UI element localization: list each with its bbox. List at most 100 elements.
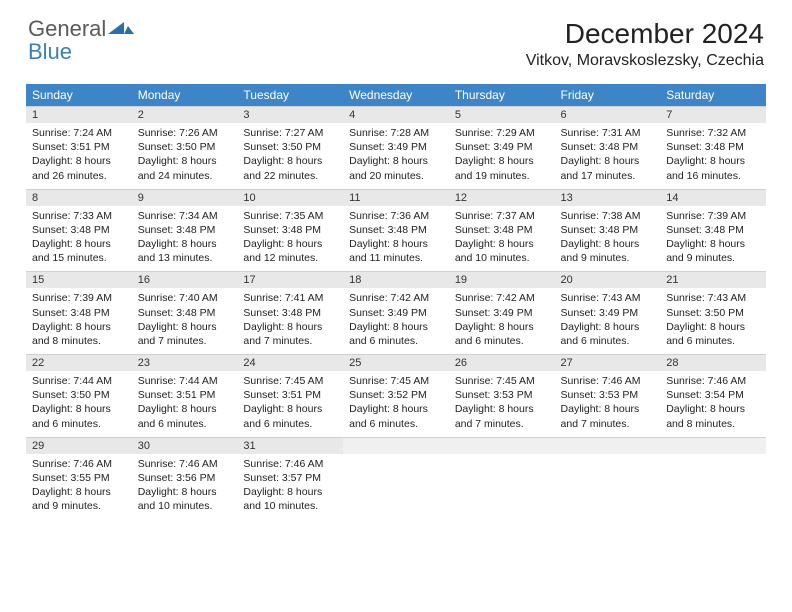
weekday-header: Wednesday xyxy=(343,84,449,107)
day-content-cell: Sunrise: 7:46 AMSunset: 3:53 PMDaylight:… xyxy=(555,371,661,437)
day-content-cell: Sunrise: 7:27 AMSunset: 3:50 PMDaylight:… xyxy=(237,123,343,189)
day-sunset: Sunset: 3:48 PM xyxy=(455,223,549,237)
day-daylight2: and 10 minutes. xyxy=(138,499,232,513)
day-content-row: Sunrise: 7:33 AMSunset: 3:48 PMDaylight:… xyxy=(26,206,766,272)
day-number-row: 15161718192021 xyxy=(26,272,766,289)
day-daylight2: and 10 minutes. xyxy=(455,251,549,265)
day-sunrise: Sunrise: 7:37 AM xyxy=(455,209,549,223)
day-daylight2: and 16 minutes. xyxy=(666,169,760,183)
day-number-cell: 23 xyxy=(132,355,238,372)
day-sunrise: Sunrise: 7:28 AM xyxy=(349,126,443,140)
day-content-cell: Sunrise: 7:26 AMSunset: 3:50 PMDaylight:… xyxy=(132,123,238,189)
day-number-cell: 17 xyxy=(237,272,343,289)
day-number-cell: 25 xyxy=(343,355,449,372)
day-content-row: Sunrise: 7:39 AMSunset: 3:48 PMDaylight:… xyxy=(26,288,766,354)
day-number-row: 1234567 xyxy=(26,107,766,124)
day-number-cell: 18 xyxy=(343,272,449,289)
day-sunrise: Sunrise: 7:45 AM xyxy=(455,374,549,388)
day-sunset: Sunset: 3:48 PM xyxy=(32,223,126,237)
day-content-cell: Sunrise: 7:29 AMSunset: 3:49 PMDaylight:… xyxy=(449,123,555,189)
day-sunset: Sunset: 3:48 PM xyxy=(243,223,337,237)
day-daylight2: and 15 minutes. xyxy=(32,251,126,265)
day-sunset: Sunset: 3:50 PM xyxy=(243,140,337,154)
day-daylight1: Daylight: 8 hours xyxy=(243,154,337,168)
day-number-cell: 10 xyxy=(237,189,343,206)
day-sunset: Sunset: 3:48 PM xyxy=(561,223,655,237)
day-content-cell: Sunrise: 7:45 AMSunset: 3:52 PMDaylight:… xyxy=(343,371,449,437)
day-number-cell: 22 xyxy=(26,355,132,372)
day-daylight1: Daylight: 8 hours xyxy=(243,237,337,251)
day-daylight1: Daylight: 8 hours xyxy=(561,402,655,416)
day-daylight1: Daylight: 8 hours xyxy=(138,402,232,416)
day-number-cell: 20 xyxy=(555,272,661,289)
day-number-row: 293031 xyxy=(26,437,766,454)
day-content-cell: Sunrise: 7:40 AMSunset: 3:48 PMDaylight:… xyxy=(132,288,238,354)
day-daylight1: Daylight: 8 hours xyxy=(561,237,655,251)
day-sunset: Sunset: 3:50 PM xyxy=(138,140,232,154)
day-daylight2: and 17 minutes. xyxy=(561,169,655,183)
day-daylight1: Daylight: 8 hours xyxy=(243,402,337,416)
day-daylight2: and 9 minutes. xyxy=(32,499,126,513)
day-content-cell: Sunrise: 7:32 AMSunset: 3:48 PMDaylight:… xyxy=(660,123,766,189)
day-daylight2: and 22 minutes. xyxy=(243,169,337,183)
day-daylight2: and 6 minutes. xyxy=(243,417,337,431)
day-sunset: Sunset: 3:51 PM xyxy=(243,388,337,402)
day-content-cell: Sunrise: 7:35 AMSunset: 3:48 PMDaylight:… xyxy=(237,206,343,272)
day-content-cell: Sunrise: 7:39 AMSunset: 3:48 PMDaylight:… xyxy=(26,288,132,354)
day-sunrise: Sunrise: 7:46 AM xyxy=(138,457,232,471)
day-sunset: Sunset: 3:49 PM xyxy=(455,306,549,320)
day-daylight1: Daylight: 8 hours xyxy=(455,237,549,251)
day-sunset: Sunset: 3:49 PM xyxy=(349,306,443,320)
day-content-cell: Sunrise: 7:37 AMSunset: 3:48 PMDaylight:… xyxy=(449,206,555,272)
day-number-cell xyxy=(343,437,449,454)
day-sunrise: Sunrise: 7:46 AM xyxy=(561,374,655,388)
day-daylight1: Daylight: 8 hours xyxy=(349,402,443,416)
day-sunset: Sunset: 3:55 PM xyxy=(32,471,126,485)
day-number-cell: 26 xyxy=(449,355,555,372)
day-sunset: Sunset: 3:51 PM xyxy=(138,388,232,402)
day-content-cell: Sunrise: 7:34 AMSunset: 3:48 PMDaylight:… xyxy=(132,206,238,272)
day-sunset: Sunset: 3:53 PM xyxy=(561,388,655,402)
day-daylight1: Daylight: 8 hours xyxy=(666,402,760,416)
day-daylight1: Daylight: 8 hours xyxy=(666,237,760,251)
day-daylight2: and 8 minutes. xyxy=(666,417,760,431)
day-daylight1: Daylight: 8 hours xyxy=(138,485,232,499)
day-number-cell xyxy=(660,437,766,454)
day-sunrise: Sunrise: 7:26 AM xyxy=(138,126,232,140)
day-number-cell: 27 xyxy=(555,355,661,372)
day-daylight1: Daylight: 8 hours xyxy=(455,154,549,168)
day-sunrise: Sunrise: 7:34 AM xyxy=(138,209,232,223)
weekday-header: Saturday xyxy=(660,84,766,107)
day-daylight2: and 12 minutes. xyxy=(243,251,337,265)
logo-shape-icon xyxy=(108,20,134,41)
day-sunrise: Sunrise: 7:41 AM xyxy=(243,291,337,305)
day-sunrise: Sunrise: 7:32 AM xyxy=(666,126,760,140)
weekday-header: Monday xyxy=(132,84,238,107)
weekday-header: Tuesday xyxy=(237,84,343,107)
day-daylight1: Daylight: 8 hours xyxy=(32,485,126,499)
day-content-cell: Sunrise: 7:31 AMSunset: 3:48 PMDaylight:… xyxy=(555,123,661,189)
day-content-cell xyxy=(449,454,555,520)
day-daylight1: Daylight: 8 hours xyxy=(32,320,126,334)
day-sunrise: Sunrise: 7:27 AM xyxy=(243,126,337,140)
day-daylight1: Daylight: 8 hours xyxy=(32,402,126,416)
day-daylight2: and 7 minutes. xyxy=(561,417,655,431)
day-daylight2: and 6 minutes. xyxy=(349,417,443,431)
day-sunset: Sunset: 3:48 PM xyxy=(349,223,443,237)
day-number-row: 22232425262728 xyxy=(26,355,766,372)
day-daylight1: Daylight: 8 hours xyxy=(243,320,337,334)
day-sunrise: Sunrise: 7:42 AM xyxy=(455,291,549,305)
day-content-row: Sunrise: 7:44 AMSunset: 3:50 PMDaylight:… xyxy=(26,371,766,437)
day-sunset: Sunset: 3:48 PM xyxy=(138,223,232,237)
day-sunset: Sunset: 3:48 PM xyxy=(666,223,760,237)
day-daylight2: and 9 minutes. xyxy=(666,251,760,265)
day-daylight2: and 6 minutes. xyxy=(32,417,126,431)
day-sunrise: Sunrise: 7:46 AM xyxy=(32,457,126,471)
day-content-cell xyxy=(660,454,766,520)
day-daylight1: Daylight: 8 hours xyxy=(349,154,443,168)
day-content-row: Sunrise: 7:24 AMSunset: 3:51 PMDaylight:… xyxy=(26,123,766,189)
logo-text-1: General xyxy=(28,16,106,41)
day-content-cell: Sunrise: 7:28 AMSunset: 3:49 PMDaylight:… xyxy=(343,123,449,189)
day-sunset: Sunset: 3:48 PM xyxy=(138,306,232,320)
day-sunrise: Sunrise: 7:42 AM xyxy=(349,291,443,305)
